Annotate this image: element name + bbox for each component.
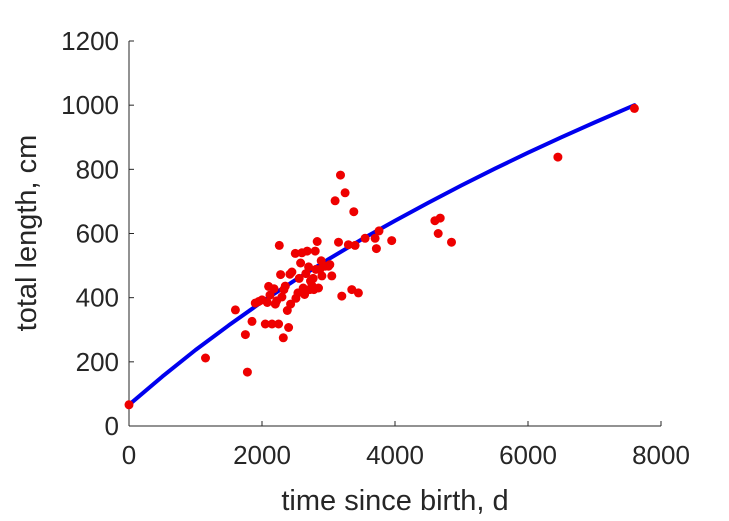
data-point <box>247 316 257 326</box>
x-tick-label: 8000 <box>632 440 690 470</box>
data-point <box>284 323 294 332</box>
data-point <box>360 233 370 243</box>
y-tick-label: 800 <box>76 154 119 184</box>
y-tick-label: 0 <box>105 411 119 441</box>
data-point <box>337 291 347 301</box>
x-axis-label: time since birth, d <box>281 485 508 517</box>
data-point <box>274 319 284 329</box>
data-point <box>325 260 335 270</box>
y-tick-label: 600 <box>76 219 119 249</box>
data-point <box>294 273 304 283</box>
data-point <box>349 207 359 217</box>
x-tick-label: 2000 <box>233 440 291 470</box>
data-point <box>262 298 272 307</box>
data-point <box>304 262 314 272</box>
data-point <box>260 319 270 329</box>
data-point <box>286 299 296 309</box>
data-point <box>435 213 445 223</box>
data-point <box>629 103 639 113</box>
data-point <box>447 237 456 247</box>
data-point <box>269 284 279 294</box>
data-point <box>312 237 322 246</box>
data-point <box>296 258 306 268</box>
data-point <box>371 244 381 254</box>
x-tick-label: 6000 <box>499 440 557 470</box>
y-tick-label: 1200 <box>61 26 119 56</box>
y-tick-label: 1000 <box>61 90 119 120</box>
data-point <box>201 353 210 363</box>
data-point <box>330 196 340 206</box>
data-point <box>336 170 345 180</box>
data-point <box>317 271 327 281</box>
data-point <box>280 281 290 291</box>
data-points-layer <box>124 103 639 410</box>
data-point <box>267 319 277 329</box>
data-point <box>302 246 312 256</box>
data-point <box>433 229 443 238</box>
data-point <box>265 290 275 300</box>
data-point <box>290 248 300 258</box>
data-point <box>278 333 288 343</box>
data-point <box>353 288 363 298</box>
data-point <box>387 236 397 246</box>
data-point <box>314 283 323 293</box>
data-point <box>327 271 337 281</box>
data-point <box>340 188 350 198</box>
data-point <box>276 270 286 280</box>
y-tick-label: 400 <box>76 283 119 313</box>
data-point <box>240 330 250 340</box>
data-point <box>370 233 380 243</box>
data-point <box>230 305 240 315</box>
x-tick-label: 0 <box>122 440 136 470</box>
data-point <box>308 273 318 283</box>
data-point <box>277 292 287 302</box>
data-point <box>350 240 360 250</box>
data-point <box>334 237 343 247</box>
y-axis-ticks: 0 200 400 600 800 1000 1200 <box>61 26 134 441</box>
data-point <box>287 267 297 277</box>
x-axis-ticks: 0 2000 4000 6000 8000 <box>122 421 690 470</box>
data-point <box>553 152 563 162</box>
data-point <box>343 240 353 250</box>
data-point <box>124 400 134 410</box>
y-tick-label: 200 <box>76 347 119 377</box>
data-point <box>374 226 384 236</box>
data-point <box>242 367 252 377</box>
x-tick-label: 4000 <box>366 440 424 470</box>
data-point <box>274 240 284 250</box>
y-axis-label: total length, cm <box>11 135 43 332</box>
data-point <box>310 246 320 256</box>
